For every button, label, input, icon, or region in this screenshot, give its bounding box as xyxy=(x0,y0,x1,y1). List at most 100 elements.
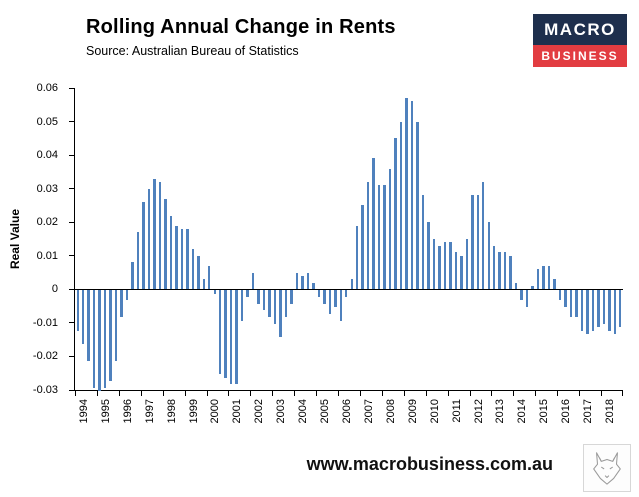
x-tick-mark xyxy=(601,391,603,396)
x-tick-mark xyxy=(294,391,296,396)
bar xyxy=(213,290,216,294)
bar xyxy=(251,272,255,290)
logo-business-text: BUSINESS xyxy=(533,45,627,67)
bar xyxy=(114,290,118,361)
bar xyxy=(580,290,584,331)
bar xyxy=(460,255,463,290)
y-tick-label: -0.03 xyxy=(32,384,58,396)
bar xyxy=(323,290,326,304)
x-tick-mark xyxy=(228,391,230,396)
bar xyxy=(103,290,107,388)
bar xyxy=(542,265,545,290)
bar xyxy=(246,290,249,298)
y-tick-label: 0.03 xyxy=(36,182,58,195)
bar xyxy=(328,290,332,314)
x-tick-mark xyxy=(491,391,493,396)
y-tick-label: 0.06 xyxy=(36,82,58,94)
bar xyxy=(92,290,96,388)
bar xyxy=(120,290,123,318)
x-tick-label: 2001 xyxy=(231,399,244,424)
x-tick-label: 2013 xyxy=(494,399,507,424)
x-tick-mark xyxy=(535,391,537,396)
x-axis-labels: 1994 1995 1996 1997 1998 1999 2000 2001 2002 2003… xyxy=(74,396,622,440)
bar xyxy=(454,252,458,290)
bar xyxy=(142,202,145,290)
bar xyxy=(273,290,277,324)
bar xyxy=(493,245,496,290)
bar xyxy=(619,290,622,328)
bar xyxy=(82,290,85,345)
page-title: Rolling Annual Change in Rents xyxy=(86,16,396,38)
y-tick-mark xyxy=(69,355,74,357)
x-tick-label: 1997 xyxy=(143,399,156,424)
bar xyxy=(202,279,205,290)
bar xyxy=(372,158,375,290)
bar xyxy=(602,290,606,324)
bar xyxy=(465,239,469,290)
bar xyxy=(569,290,573,318)
x-tick-label: 2004 xyxy=(297,399,310,424)
bar xyxy=(383,185,386,290)
bar xyxy=(586,290,589,334)
y-tick-mark xyxy=(69,255,74,257)
bar xyxy=(388,168,392,290)
bar xyxy=(131,262,134,290)
y-tick-label: -0.01 xyxy=(32,316,58,329)
bar xyxy=(229,290,233,385)
x-tick-mark xyxy=(403,391,405,396)
y-tick-label: 0 xyxy=(51,283,58,296)
bar xyxy=(547,265,551,290)
header: Rolling Annual Change in Rents Source: A… xyxy=(86,16,396,58)
bar xyxy=(235,290,238,385)
x-tick-label: 2003 xyxy=(275,399,288,424)
y-tick-mark xyxy=(69,87,74,89)
bar xyxy=(410,101,414,290)
wolf-logo xyxy=(583,444,631,492)
x-tick-mark xyxy=(140,391,142,396)
x-tick-mark xyxy=(75,391,76,396)
x-tick-label: 2014 xyxy=(516,399,529,424)
y-tick-mark xyxy=(69,221,74,223)
bar xyxy=(125,290,129,301)
bar xyxy=(164,198,167,290)
bar xyxy=(262,290,266,311)
wolf-icon xyxy=(593,452,621,485)
bar xyxy=(525,290,529,308)
x-tick-mark xyxy=(338,391,340,396)
bar xyxy=(356,225,359,290)
bar xyxy=(531,285,534,290)
bar xyxy=(438,245,441,290)
bar xyxy=(608,290,611,331)
y-tick-label: 0.05 xyxy=(36,115,58,128)
x-tick-mark xyxy=(118,391,120,396)
macrobusiness-logo: MACRO BUSINESS xyxy=(533,14,627,67)
bar xyxy=(290,290,293,304)
x-tick-label: 2010 xyxy=(428,399,441,424)
bar xyxy=(427,222,430,290)
x-tick-label: 2017 xyxy=(582,399,595,424)
bar xyxy=(394,138,397,290)
bar xyxy=(514,282,518,290)
x-tick-mark xyxy=(579,391,581,396)
bar xyxy=(345,290,348,298)
bar xyxy=(482,181,485,290)
x-tick-mark xyxy=(447,391,449,396)
bar xyxy=(109,290,112,381)
bar xyxy=(180,228,184,290)
bar xyxy=(153,178,156,290)
x-tick-label: 2012 xyxy=(472,399,485,424)
bar xyxy=(591,290,595,331)
bar xyxy=(219,290,222,375)
bar xyxy=(279,290,282,338)
x-tick-mark xyxy=(513,391,515,396)
bar xyxy=(421,195,425,290)
bar xyxy=(334,290,337,308)
bar xyxy=(208,265,211,290)
y-tick-mark xyxy=(69,288,74,290)
x-tick-mark xyxy=(359,391,361,396)
y-tick-label: -0.02 xyxy=(32,350,58,363)
y-tick-label: 0.01 xyxy=(36,249,58,262)
bar xyxy=(498,252,501,290)
bar xyxy=(564,290,567,308)
